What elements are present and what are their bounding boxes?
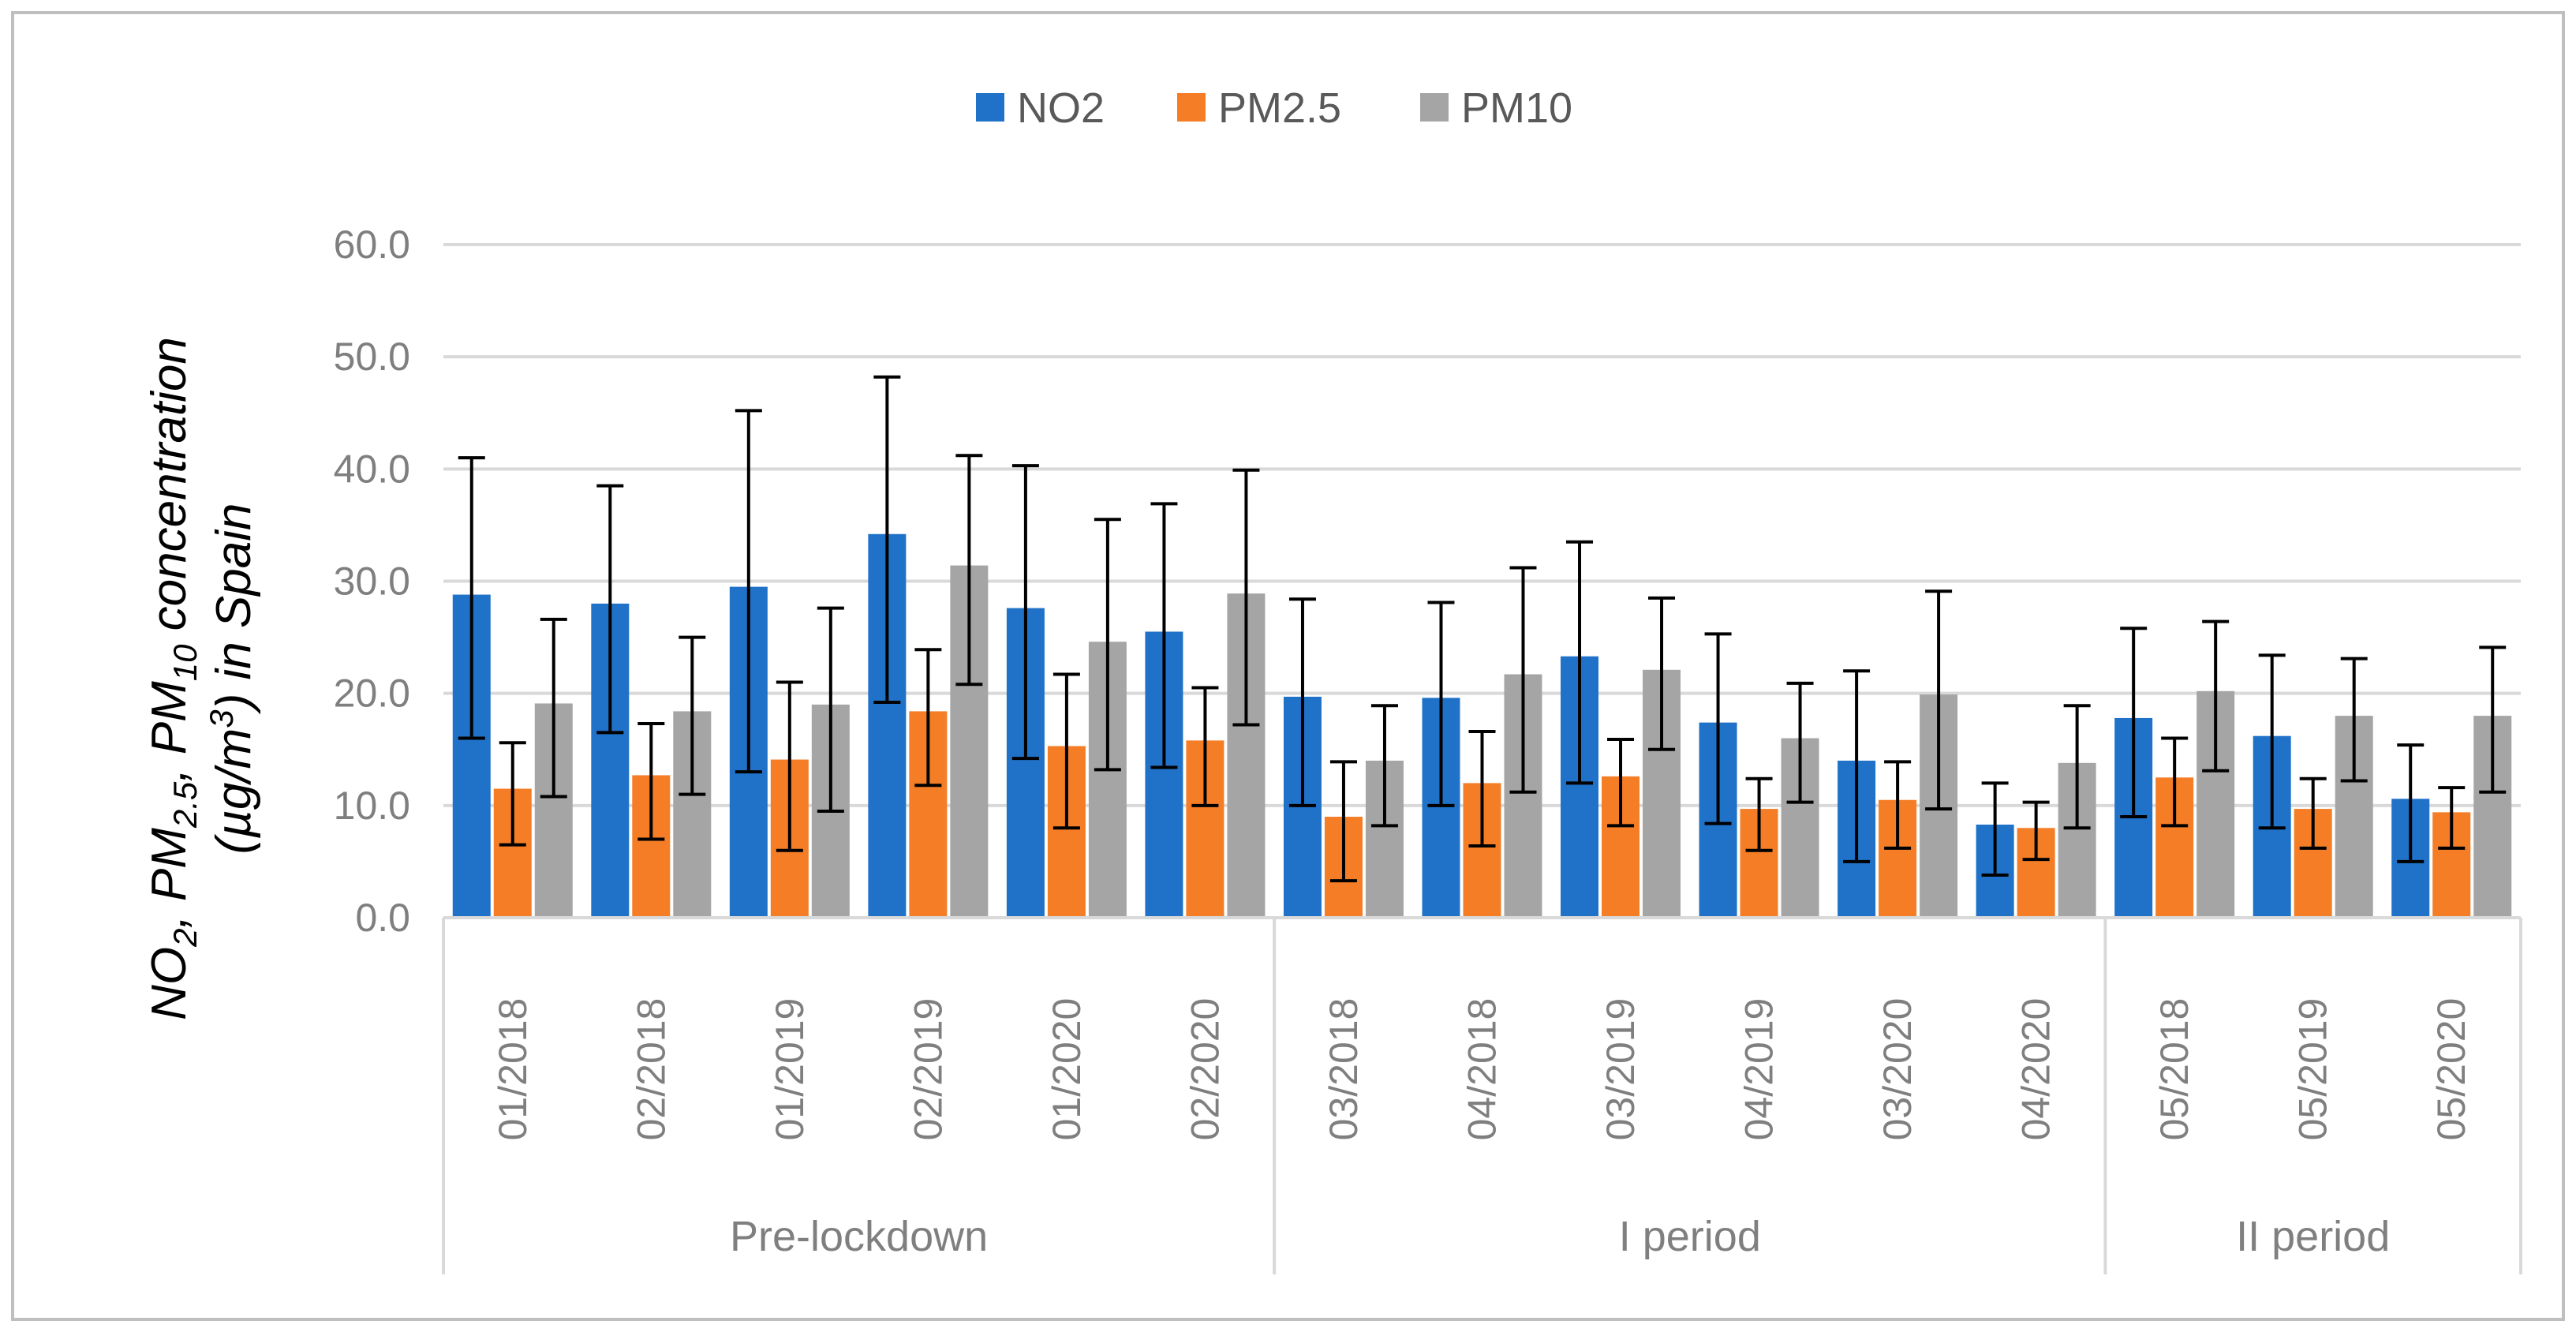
error-bar-pm10 [1509,566,1537,794]
error-bar-pm10 [1094,518,1121,772]
y-tick-label: 40.0 [334,447,410,491]
error-bar-pm10 [2479,645,2507,794]
x-tick-label: 04/2018 [1460,998,1505,1141]
x-tick-label: 05/2018 [2152,998,2197,1141]
error-bar-pm25 [499,741,526,847]
error-bars [458,375,2507,883]
y-tick-label: 30.0 [334,559,410,604]
legend-label-pm25: PM2.5 [1218,84,1341,132]
error-bar-pm10 [1786,681,1814,804]
chart-border [11,11,2565,1321]
group-label: Pre-lockdown [730,1213,988,1260]
error-bar-no2 [1704,632,1732,825]
error-bar-pm10 [1370,704,1398,828]
error-bar-pm10 [1648,596,1676,751]
legend-swatch-pm25 [1177,93,1206,122]
error-bar-no2 [2397,743,2425,863]
error-bar-pm25 [1191,686,1219,807]
x-tick-label: 04/2020 [2014,998,2058,1141]
legend-swatch-no2 [976,93,1004,122]
error-bar-pm25 [637,722,665,841]
error-bar-pm25 [2161,736,2189,828]
error-bar-pm10 [1925,589,1953,811]
error-bar-pm25 [2022,800,2050,862]
error-bar-pm10 [2340,657,2368,783]
error-bar-no2 [1011,464,1039,761]
y-tick-label: 50.0 [334,335,410,379]
x-tick-label: 04/2019 [1737,998,1782,1141]
x-tick-label: 02/2020 [1183,998,1227,1141]
error-bar-no2 [1427,601,1455,807]
y-axis-label-line1: NO2, PM2.5, PM10 concentration [142,337,204,1020]
error-bar-pm25 [914,648,942,788]
x-tick-label: 05/2020 [2429,998,2473,1141]
y-axis-label: NO2, PM2.5, PM10 concentration (µg/m3) i… [142,337,261,1020]
error-bar-no2 [1566,540,1594,785]
error-bar-no2 [2258,653,2286,830]
legend-item-pm25: PM2.5 [1177,84,1341,132]
group-label: I period [1619,1213,1761,1260]
error-bar-no2 [1843,669,1871,863]
x-tick-label: 02/2018 [629,998,673,1141]
legend-label-pm10: PM10 [1461,84,1572,132]
x-tick-label: 01/2020 [1045,998,1089,1141]
legend: NO2 PM2.5 PM10 [976,84,1572,132]
legend-label-no2: NO2 [1017,84,1105,132]
error-bar-pm25 [2299,776,2327,850]
error-bar-no2 [873,375,901,705]
error-bar-no2 [596,484,624,735]
y-axis-label-line2: (µg/m3) in Spain [203,503,261,854]
y-ticks: 0.0 10.0 20.0 30.0 40.0 50.0 60.0 [334,223,410,940]
error-bar-pm10 [955,454,983,687]
error-bar-pm25 [1052,672,1080,830]
error-bar-pm25 [1329,760,1357,883]
error-bar-pm25 [1468,730,1496,848]
group-label: II period [2236,1213,2390,1260]
y-tick-label: 0.0 [355,896,410,940]
legend-swatch-pm10 [1420,93,1449,122]
legend-item-pm10: PM10 [1420,84,1572,132]
error-bar-no2 [2120,627,2148,819]
error-bar-no2 [1981,781,2009,877]
x-tick-label: 01/2019 [768,998,812,1141]
error-bar-pm25 [1884,760,1912,850]
error-bar-pm25 [1745,776,1773,852]
x-tick-label: 03/2018 [1322,998,1366,1141]
error-bar-pm10 [540,617,567,799]
x-tick-label: 03/2020 [1875,998,1920,1141]
error-bar-pm25 [776,680,803,852]
x-tick-label: 01/2018 [491,998,535,1141]
error-bar-pm25 [2438,786,2466,850]
error-bar-no2 [458,456,485,740]
error-bar-no2 [1288,597,1316,807]
error-bar-no2 [1150,502,1178,769]
y-tick-label: 20.0 [334,672,410,716]
error-bar-pm10 [1232,468,1260,727]
y-tick-label: 10.0 [334,784,410,828]
error-bar-pm10 [817,606,844,813]
legend-item-no2: NO2 [976,84,1105,132]
error-bar-pm10 [679,635,706,796]
x-tick-label: 05/2019 [2291,998,2335,1141]
x-tick-label: 03/2019 [1598,998,1643,1141]
error-bar-pm25 [1607,737,1635,828]
error-bar-pm10 [2202,619,2230,773]
x-tick-label: 02/2019 [906,998,950,1141]
y-tick-label: 60.0 [334,223,410,267]
x-axis: 01/2018 02/2018 01/2019 02/2019 01/2020 02/20… [442,916,2522,1274]
error-bar-no2 [735,409,762,774]
error-bar-pm10 [2063,704,2091,830]
